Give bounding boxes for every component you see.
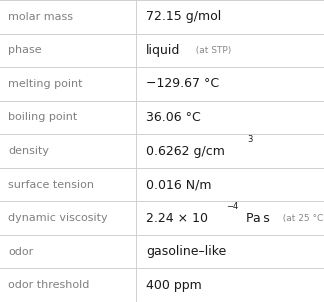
Text: 72.15 g/mol: 72.15 g/mol <box>146 10 221 23</box>
Text: 3: 3 <box>248 135 253 144</box>
Text: Pa s: Pa s <box>242 212 269 225</box>
Text: 400 ppm: 400 ppm <box>146 279 202 292</box>
Text: gasoline–like: gasoline–like <box>146 245 226 258</box>
Text: melting point: melting point <box>8 79 83 89</box>
Text: density: density <box>8 146 49 156</box>
Text: phase: phase <box>8 45 42 55</box>
Text: odor: odor <box>8 247 33 257</box>
Text: surface tension: surface tension <box>8 180 94 190</box>
Text: liquid: liquid <box>146 44 180 57</box>
Text: −4: −4 <box>226 202 238 211</box>
Text: (at 25 °C): (at 25 °C) <box>277 214 324 223</box>
Text: molar mass: molar mass <box>8 12 73 22</box>
Text: dynamic viscosity: dynamic viscosity <box>8 213 108 223</box>
Text: 0.6262 g/cm: 0.6262 g/cm <box>146 144 225 158</box>
Text: boiling point: boiling point <box>8 112 77 122</box>
Text: 36.06 °C: 36.06 °C <box>146 111 201 124</box>
Text: odor threshold: odor threshold <box>8 280 89 290</box>
Text: (at STP): (at STP) <box>190 46 231 55</box>
Text: 0.016 N/m: 0.016 N/m <box>146 178 211 191</box>
Text: −129.67 °C: −129.67 °C <box>146 77 219 90</box>
Text: 2.24 × 10: 2.24 × 10 <box>146 212 208 225</box>
